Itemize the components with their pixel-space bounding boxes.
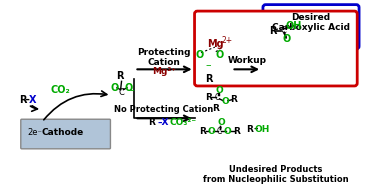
Text: O: O — [125, 83, 133, 93]
Text: X: X — [29, 95, 37, 105]
Text: –: – — [253, 125, 258, 134]
Text: R: R — [233, 127, 240, 136]
Text: R: R — [270, 26, 277, 36]
Text: Workup: Workup — [228, 56, 267, 65]
Text: O: O — [283, 34, 291, 44]
Text: O: O — [215, 51, 224, 60]
Text: C: C — [217, 127, 222, 136]
Text: No Protecting Cation: No Protecting Cation — [115, 105, 214, 114]
Text: –X: –X — [158, 117, 169, 127]
Text: Undesired Products
from Nucleophilic Substitution: Undesired Products from Nucleophilic Sub… — [203, 164, 349, 184]
FancyBboxPatch shape — [21, 119, 110, 149]
Text: O: O — [110, 83, 118, 93]
Text: R: R — [200, 127, 206, 136]
Text: C: C — [280, 26, 286, 35]
Text: R: R — [204, 74, 212, 84]
Text: Protecting
Cation: Protecting Cation — [137, 48, 191, 67]
Text: C: C — [119, 88, 124, 97]
Text: R: R — [212, 104, 219, 113]
Text: Mg: Mg — [208, 39, 224, 49]
Text: Mg²⁺: Mg²⁺ — [152, 67, 176, 76]
Text: R: R — [205, 92, 212, 102]
Text: –: – — [206, 60, 211, 70]
Text: O: O — [195, 51, 203, 60]
Text: O: O — [217, 118, 225, 127]
Text: O: O — [224, 127, 232, 136]
Text: R: R — [246, 125, 253, 134]
Text: R: R — [19, 95, 26, 105]
Text: R: R — [116, 71, 124, 81]
Text: 2+: 2+ — [222, 36, 232, 45]
Text: R: R — [230, 95, 237, 104]
Text: O: O — [215, 86, 223, 95]
FancyBboxPatch shape — [195, 11, 357, 86]
Text: Cathode: Cathode — [41, 128, 84, 137]
Text: C: C — [215, 92, 220, 102]
Text: R: R — [148, 117, 155, 127]
Text: –: – — [129, 85, 134, 95]
Text: OH: OH — [285, 21, 302, 31]
Text: O: O — [207, 127, 215, 136]
Text: Desired
Carboxylic Acid: Desired Carboxylic Acid — [272, 13, 350, 32]
Text: –: – — [25, 95, 29, 105]
Text: OH: OH — [254, 125, 270, 134]
Text: CO₂: CO₂ — [51, 85, 70, 95]
FancyBboxPatch shape — [263, 5, 359, 49]
Text: 2e⁻: 2e⁻ — [27, 128, 42, 137]
Text: O: O — [221, 97, 229, 106]
Text: CO₃²⁻: CO₃²⁻ — [170, 117, 197, 127]
